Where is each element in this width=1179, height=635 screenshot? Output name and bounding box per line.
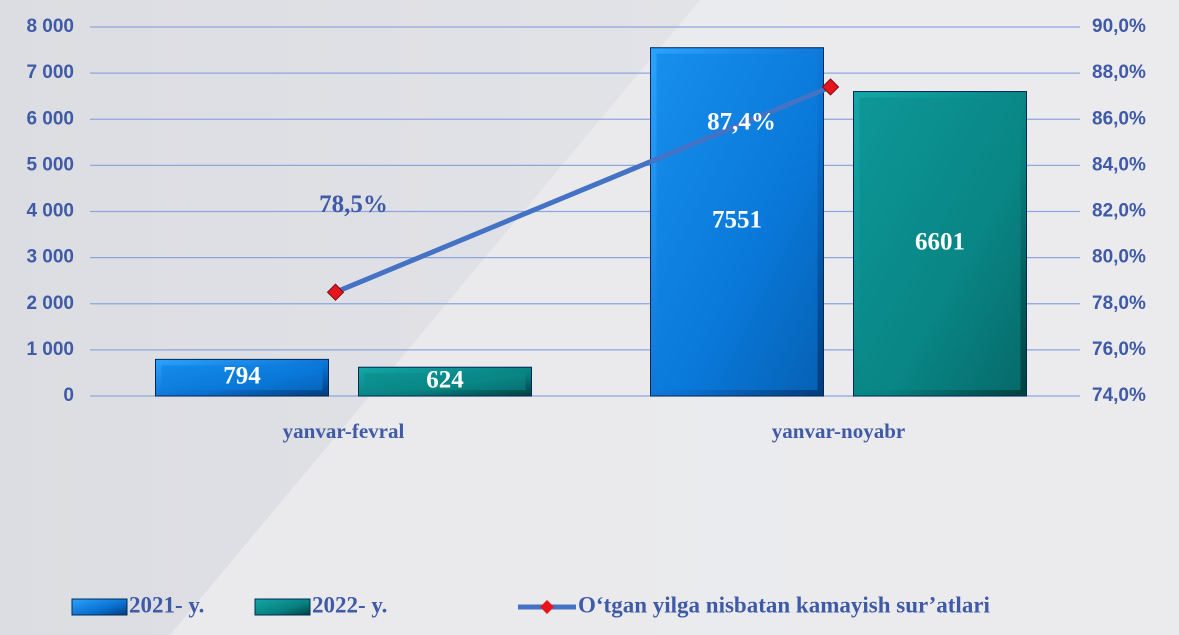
bar-value-label: 7551 [712, 207, 762, 234]
bar-bevel [161, 365, 323, 390]
bar-bevel [859, 97, 1021, 391]
y2-tick-label: 86,0% [1092, 108, 1146, 129]
legend-marker [540, 600, 554, 614]
y2-tick-label: 90,0% [1092, 16, 1146, 37]
y-tick-label: 2 000 [26, 293, 74, 314]
legend-label: 2022- y. [312, 592, 387, 617]
y2-tick-label: 84,0% [1092, 154, 1146, 175]
legend-swatch [254, 598, 311, 616]
bar-value-label: 6601 [915, 228, 965, 255]
bar-value-label: 624 [426, 366, 464, 393]
y-tick-label: 7 000 [26, 62, 74, 83]
bar-bevel [656, 53, 818, 391]
line-value-label: 78,5% [319, 191, 388, 218]
legend-swatch [71, 598, 128, 616]
y-tick-label: 8 000 [26, 16, 74, 37]
y2-tick-label: 74,0% [1092, 385, 1146, 406]
y-tick-label: 6 000 [26, 108, 74, 129]
marker [326, 283, 345, 301]
x-tick-label: yanvar-fevral [283, 419, 405, 443]
line-value-label: 87,4% [707, 109, 776, 136]
legend-label: O‘tgan yilga nisbatan kamayish sur’atlar… [578, 592, 991, 617]
y2-tick-label: 82,0% [1092, 201, 1146, 222]
y2-tick-label: 80,0% [1092, 247, 1146, 268]
y2-tick-label: 88,0% [1092, 62, 1146, 83]
line [334, 84, 832, 295]
y-tick-label: 5 000 [26, 154, 74, 175]
y2-tick-label: 76,0% [1092, 339, 1146, 360]
x-tick-label: yanvar-noyabr [772, 419, 905, 443]
y-tick-label: 3 000 [26, 247, 74, 268]
y-tick-label: 4 000 [26, 201, 74, 222]
y-tick-label: 0 [63, 385, 74, 406]
bar-bevel [364, 373, 526, 390]
y-tick-label: 1 000 [26, 339, 74, 360]
legend-label: 2021- y. [129, 592, 204, 617]
bar-value-label: 794 [223, 362, 261, 389]
y2-tick-label: 78,0% [1092, 293, 1146, 314]
marker [821, 78, 840, 96]
